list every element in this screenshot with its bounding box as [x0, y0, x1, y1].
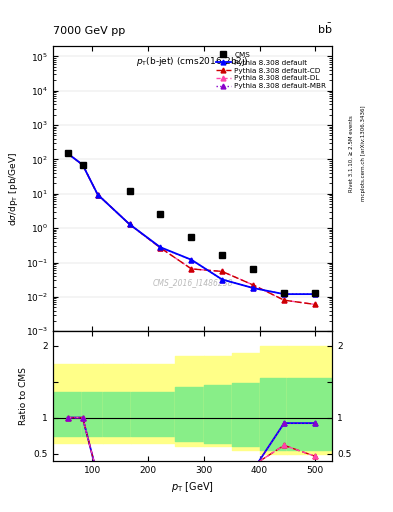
CMS [313, 290, 318, 296]
Pythia 8.308 default-CD [282, 297, 286, 303]
Pythia 8.308 default-MBR [95, 191, 100, 198]
Pythia 8.308 default-MBR [65, 151, 70, 157]
CMS [282, 290, 286, 296]
Line: CMS: CMS [64, 151, 318, 296]
Line: Pythia 8.308 default-DL: Pythia 8.308 default-DL [65, 151, 318, 307]
Text: mcplots.cern.ch [arXiv:1306.3436]: mcplots.cern.ch [arXiv:1306.3436] [361, 106, 366, 201]
Pythia 8.308 default-DL [189, 266, 194, 272]
Pythia 8.308 default [158, 244, 163, 250]
Pythia 8.308 default [313, 291, 318, 297]
Pythia 8.308 default-MBR [158, 245, 163, 251]
Pythia 8.308 default-DL [313, 302, 318, 308]
Pythia 8.308 default [65, 151, 70, 157]
Pythia 8.308 default [95, 191, 100, 198]
Pythia 8.308 default-CD [189, 266, 194, 272]
Pythia 8.308 default-DL [95, 191, 100, 198]
Pythia 8.308 default [127, 221, 132, 227]
CMS [251, 266, 256, 272]
Legend: CMS, Pythia 8.308 default, Pythia 8.308 default-CD, Pythia 8.308 default-DL, Pyt: CMS, Pythia 8.308 default, Pythia 8.308 … [213, 50, 329, 92]
Text: b$\bar{\mathrm{b}}$: b$\bar{\mathrm{b}}$ [317, 22, 332, 36]
Pythia 8.308 default-MBR [282, 291, 286, 297]
Pythia 8.308 default-CD [80, 162, 85, 168]
CMS [189, 234, 194, 240]
CMS [80, 162, 85, 168]
Y-axis label: d$\sigma$/dp$_\mathrm{T}$ [pb/GeV]: d$\sigma$/dp$_\mathrm{T}$ [pb/GeV] [7, 152, 20, 226]
CMS [220, 252, 224, 259]
Pythia 8.308 default-MBR [251, 285, 256, 291]
Pythia 8.308 default-MBR [220, 276, 224, 283]
CMS [158, 211, 163, 218]
Pythia 8.308 default-MBR [127, 221, 132, 227]
Y-axis label: Ratio to CMS: Ratio to CMS [19, 367, 28, 425]
Pythia 8.308 default-DL [251, 282, 256, 288]
Pythia 8.308 default [282, 291, 286, 297]
Pythia 8.308 default-CD [220, 268, 224, 274]
CMS [65, 151, 70, 157]
Pythia 8.308 default [189, 257, 194, 263]
Pythia 8.308 default-CD [251, 282, 256, 288]
Text: 7000 GeV pp: 7000 GeV pp [53, 26, 125, 36]
Pythia 8.308 default [251, 285, 256, 291]
Text: CMS_2016_I1486238: CMS_2016_I1486238 [152, 278, 233, 287]
Pythia 8.308 default-MBR [313, 291, 318, 297]
Line: Pythia 8.308 default: Pythia 8.308 default [65, 151, 318, 296]
X-axis label: $p_\mathrm{T}$ [GeV]: $p_\mathrm{T}$ [GeV] [171, 480, 214, 494]
Line: Pythia 8.308 default-CD: Pythia 8.308 default-CD [65, 151, 318, 307]
Pythia 8.308 default-DL [65, 151, 70, 157]
Pythia 8.308 default-DL [158, 245, 163, 251]
Pythia 8.308 default-MBR [80, 162, 85, 168]
Pythia 8.308 default-DL [80, 162, 85, 168]
Pythia 8.308 default [220, 276, 224, 283]
Pythia 8.308 default-CD [127, 221, 132, 227]
Pythia 8.308 default-CD [65, 151, 70, 157]
Pythia 8.308 default-CD [158, 245, 163, 251]
Pythia 8.308 default-MBR [189, 257, 194, 263]
Pythia 8.308 default [80, 162, 85, 168]
Pythia 8.308 default-DL [220, 268, 224, 274]
CMS [127, 188, 132, 194]
Text: Rivet 3.1.10, ≥ 2.5M events: Rivet 3.1.10, ≥ 2.5M events [349, 115, 354, 192]
Pythia 8.308 default-CD [313, 302, 318, 308]
Line: Pythia 8.308 default-MBR: Pythia 8.308 default-MBR [65, 151, 318, 296]
Pythia 8.308 default-DL [127, 221, 132, 227]
Pythia 8.308 default-DL [282, 297, 286, 303]
Pythia 8.308 default-CD [95, 191, 100, 198]
Text: $p_\mathrm{T}$(b-jet) (cms2016-2b2j): $p_\mathrm{T}$(b-jet) (cms2016-2b2j) [136, 55, 249, 68]
